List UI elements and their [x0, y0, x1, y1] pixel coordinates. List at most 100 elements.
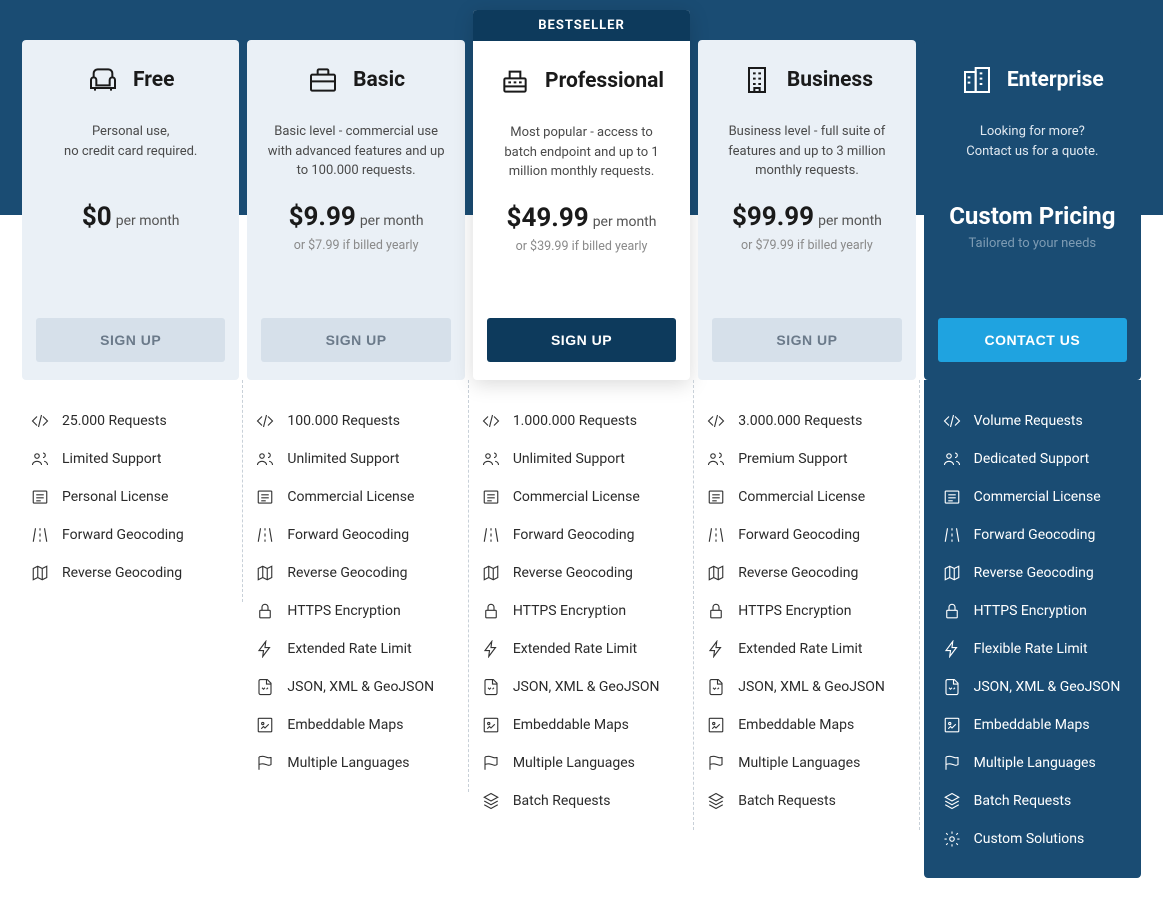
- road-icon: [30, 525, 50, 545]
- feature-row: Premium Support: [706, 440, 906, 478]
- feature-row: Forward Geocoding: [481, 516, 681, 554]
- feature-text: Dedicated Support: [974, 451, 1090, 467]
- lock-icon: [481, 601, 501, 621]
- feature-text: HTTPS Encryption: [513, 603, 626, 619]
- feature-row: Multiple Languages: [481, 744, 681, 782]
- feature-row: Reverse Geocoding: [255, 554, 455, 592]
- plan-price: $9.99: [289, 202, 356, 232]
- plan-price-period: per month: [593, 214, 657, 230]
- embed-icon: [481, 715, 501, 735]
- feature-row: Dedicated Support: [942, 440, 1123, 478]
- plan-price-alt: or $7.99 if billed yearly: [289, 238, 424, 253]
- lock-icon: [255, 601, 275, 621]
- feature-text: Commercial License: [287, 489, 414, 505]
- feature-text: Commercial License: [974, 489, 1101, 505]
- sign-up-button[interactable]: SIGN UP: [261, 318, 450, 362]
- feature-text: Reverse Geocoding: [513, 565, 633, 581]
- feature-text: Forward Geocoding: [513, 527, 635, 543]
- file-icon: [255, 677, 275, 697]
- sign-up-button[interactable]: SIGN UP: [487, 318, 676, 362]
- plan-price-alt: or $79.99 if billed yearly: [732, 238, 882, 253]
- sign-up-button[interactable]: SIGN UP: [712, 318, 901, 362]
- contact-us-button[interactable]: CONTACT US: [938, 318, 1127, 362]
- plan-description: Looking for more? Contact us for a quote…: [960, 122, 1104, 182]
- sign-up-button[interactable]: SIGN UP: [36, 318, 225, 362]
- plan-features: Volume Requests Dedicated Support Commerci…: [924, 380, 1141, 878]
- flag-icon: [706, 753, 726, 773]
- layers-icon: [942, 791, 962, 811]
- feature-text: 100.000 Requests: [287, 413, 400, 429]
- embed-icon: [706, 715, 726, 735]
- feature-row: Reverse Geocoding: [30, 554, 230, 592]
- feature-row: Reverse Geocoding: [481, 554, 681, 592]
- map-icon: [706, 563, 726, 583]
- feature-text: Batch Requests: [974, 793, 1072, 809]
- feature-row: 3.000.000 Requests: [706, 402, 906, 440]
- feature-row: Batch Requests: [481, 782, 681, 820]
- plan-description: Most popular - access to batch endpoint …: [487, 123, 676, 183]
- plan-header: Enterprise: [961, 64, 1104, 96]
- feature-row: Extended Rate Limit: [481, 630, 681, 668]
- feature-row: Embeddable Maps: [481, 706, 681, 744]
- feature-row: Limited Support: [30, 440, 230, 478]
- feature-text: 25.000 Requests: [62, 413, 167, 429]
- feature-text: 1.000.000 Requests: [513, 413, 637, 429]
- feature-row: Multiple Languages: [706, 744, 906, 782]
- license-icon: [481, 487, 501, 507]
- plan-price-block: $9.99per month or $7.99 if billed yearly: [289, 202, 424, 253]
- layers-icon: [481, 791, 501, 811]
- flag-icon: [481, 753, 501, 773]
- plan-card-basic: Basic Basic level - commercial use with a…: [243, 10, 468, 878]
- plan-description: Personal use, no credit card required.: [58, 122, 203, 182]
- plan-header: Professional: [499, 65, 664, 97]
- bestseller-banner: BESTSELLER: [473, 10, 690, 41]
- lock-icon: [706, 601, 726, 621]
- plan-description: Business level - full suite of features …: [712, 122, 901, 182]
- feature-row: Custom Solutions: [942, 820, 1123, 858]
- feature-text: Reverse Geocoding: [62, 565, 182, 581]
- feature-row: Extended Rate Limit: [255, 630, 455, 668]
- plan-price-period: per month: [360, 213, 424, 229]
- plan-header: Basic: [307, 64, 405, 96]
- feature-row: JSON, XML & GeoJSON: [481, 668, 681, 706]
- feature-text: Multiple Languages: [974, 755, 1096, 771]
- plan-description: Basic level - commercial use with advanc…: [261, 122, 450, 182]
- feature-row: Forward Geocoding: [30, 516, 230, 554]
- feature-text: HTTPS Encryption: [974, 603, 1087, 619]
- file-icon: [706, 677, 726, 697]
- gear-icon: [942, 829, 962, 849]
- feature-row: Multiple Languages: [255, 744, 455, 782]
- bolt-icon: [706, 639, 726, 659]
- feature-text: Forward Geocoding: [62, 527, 184, 543]
- plan-price-alt: or $39.99 if billed yearly: [507, 239, 657, 254]
- plan-price-period: per month: [116, 213, 180, 229]
- code-icon: [706, 411, 726, 431]
- plan-card-free: FreePersonal use, no credit card require…: [18, 10, 243, 878]
- plan-name: Professional: [545, 69, 664, 93]
- plan-top: BESTSELLER Professional Most popular - acc…: [473, 10, 690, 380]
- embed-icon: [942, 715, 962, 735]
- plan-name: Enterprise: [1007, 68, 1104, 92]
- feature-text: Premium Support: [738, 451, 847, 467]
- code-icon: [30, 411, 50, 431]
- map-icon: [481, 563, 501, 583]
- feature-row: Volume Requests: [942, 402, 1123, 440]
- plan-price-alt: Tailored to your needs: [949, 236, 1115, 251]
- pricing-grid: FreePersonal use, no credit card require…: [18, 10, 1145, 878]
- license-icon: [706, 487, 726, 507]
- feature-text: Forward Geocoding: [738, 527, 860, 543]
- feature-row: Flexible Rate Limit: [942, 630, 1123, 668]
- license-icon: [255, 487, 275, 507]
- feature-row: Forward Geocoding: [942, 516, 1123, 554]
- feature-row: Multiple Languages: [942, 744, 1123, 782]
- feature-text: Forward Geocoding: [974, 527, 1096, 543]
- feature-row: Commercial License: [481, 478, 681, 516]
- bolt-icon: [481, 639, 501, 659]
- feature-text: JSON, XML & GeoJSON: [974, 679, 1121, 695]
- plan-header: Business: [741, 64, 873, 96]
- feature-text: Extended Rate Limit: [738, 641, 862, 657]
- feature-row: HTTPS Encryption: [255, 592, 455, 630]
- license-icon: [30, 487, 50, 507]
- plan-price: $0: [82, 202, 112, 232]
- plan-features: 25.000 RequestsLimited SupportPersonal L…: [18, 380, 243, 602]
